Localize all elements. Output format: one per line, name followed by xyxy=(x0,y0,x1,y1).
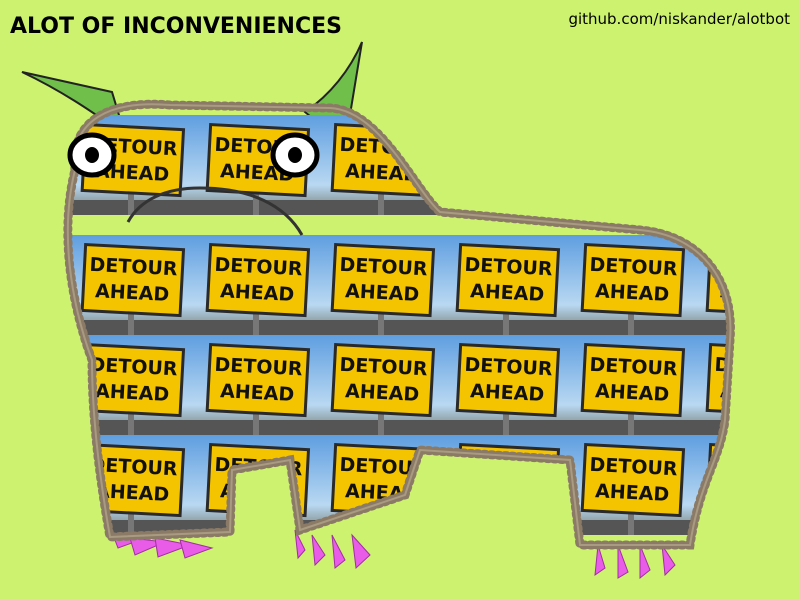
post xyxy=(503,410,509,435)
post xyxy=(253,310,259,335)
mouth xyxy=(126,186,304,236)
sign-board xyxy=(580,442,686,518)
sign-line-1: DETOUR xyxy=(214,254,303,281)
sign-line-1: DETOUR xyxy=(589,454,678,481)
sign-line-2: AHEAD xyxy=(595,280,670,306)
post xyxy=(253,410,259,435)
post xyxy=(378,410,384,435)
post xyxy=(628,510,634,535)
right-pupil xyxy=(288,147,302,163)
post xyxy=(378,190,384,215)
sign-line-2: AHEAD xyxy=(220,280,295,306)
sign-board xyxy=(705,242,731,318)
sign-board xyxy=(580,342,686,418)
claws xyxy=(111,529,676,580)
post xyxy=(628,310,634,335)
sign-line-2: AHEAD xyxy=(595,480,670,506)
sign-line-1: DETOUR xyxy=(589,254,678,281)
sign-line-1: DETOUR xyxy=(89,354,178,381)
sign-line-1: DETOUR xyxy=(589,354,678,381)
sign-line-1: DETOUR xyxy=(339,354,428,381)
post xyxy=(128,410,134,435)
sign-line-2: AHEAD xyxy=(470,380,545,406)
post xyxy=(128,190,134,215)
sign-board xyxy=(705,342,731,418)
sign-board xyxy=(580,242,686,318)
post xyxy=(378,310,384,335)
road xyxy=(695,320,731,335)
sign-board xyxy=(455,242,561,318)
sign-board xyxy=(330,242,436,318)
sign-line-1: DETOUR xyxy=(89,254,178,281)
sign-board xyxy=(80,242,186,318)
sign-line-2: AHEAD xyxy=(470,280,545,306)
sign-board xyxy=(455,342,561,418)
sign-board xyxy=(205,242,311,318)
sign-board xyxy=(205,342,311,418)
sign-line-2: AHEAD xyxy=(345,280,420,306)
post xyxy=(128,310,134,335)
sign-line-2: AHEAD xyxy=(345,380,420,406)
sign-line-1: DETOUR xyxy=(464,354,553,381)
sign-line-1: DETOUR xyxy=(464,254,553,281)
sign-line-2: AHEAD xyxy=(220,380,295,406)
sign-line-1: DETOUR xyxy=(339,254,428,281)
left-pupil xyxy=(85,147,99,163)
sign-board xyxy=(330,342,436,418)
credit: github.com/niskander/alotbot xyxy=(568,10,790,28)
title: ALOT OF INCONVENIENCES xyxy=(10,14,342,39)
post xyxy=(503,310,509,335)
sign-line-2: AHEAD xyxy=(95,280,170,306)
sign-line-1: DETOUR xyxy=(214,354,303,381)
post xyxy=(128,510,134,535)
sign-line-2: AHEAD xyxy=(595,380,670,406)
post xyxy=(628,410,634,435)
post xyxy=(253,190,259,215)
sign-line-2: AHEAD xyxy=(95,380,170,406)
